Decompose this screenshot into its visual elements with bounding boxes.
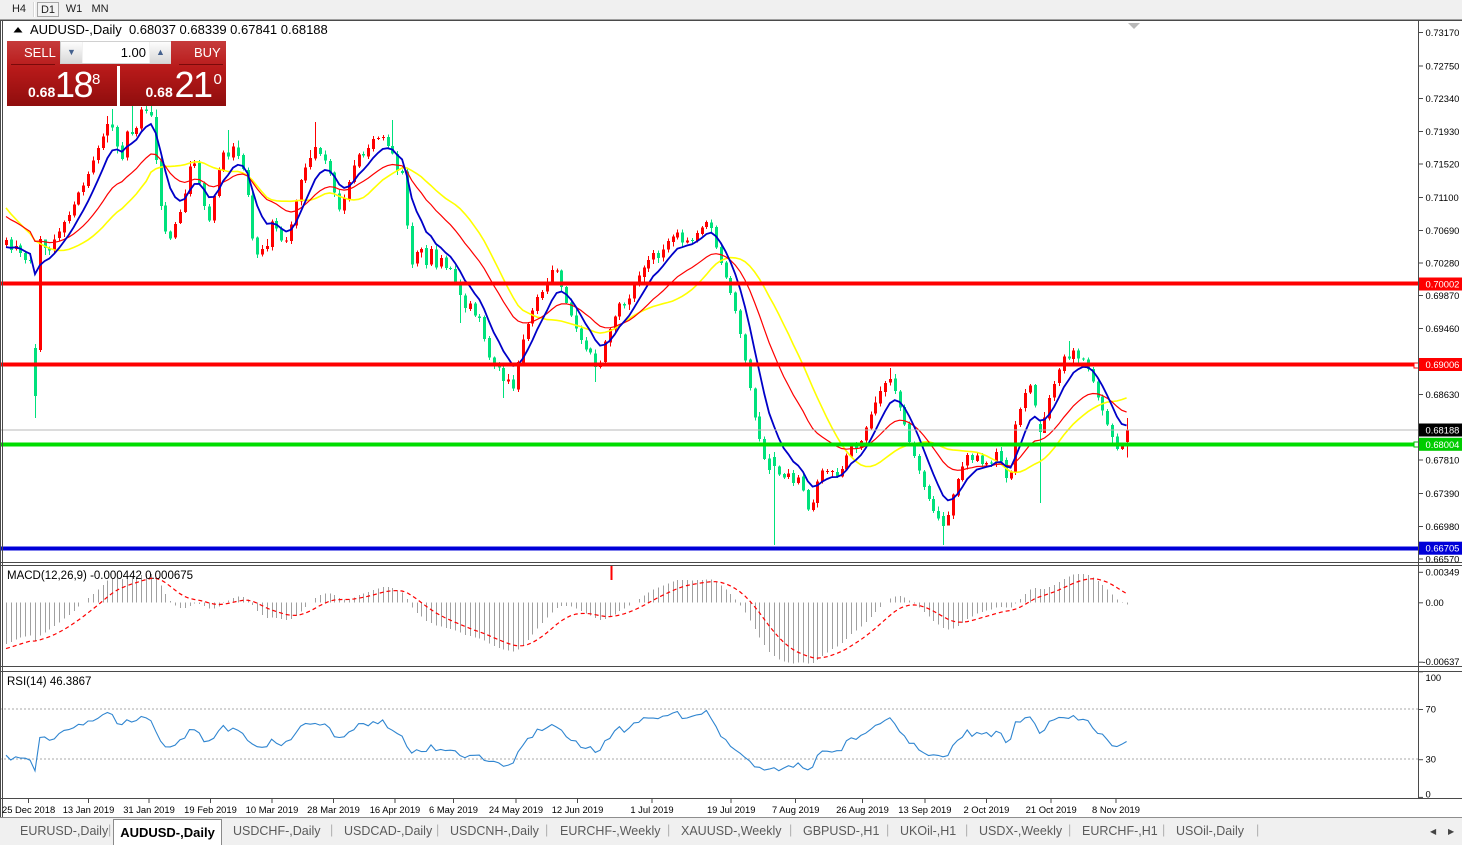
svg-text:19 Feb 2019: 19 Feb 2019 xyxy=(184,804,237,815)
svg-text:0.68630: 0.68630 xyxy=(1426,389,1460,400)
svg-text:21 Oct 2019: 21 Oct 2019 xyxy=(1026,804,1077,815)
svg-text:7 Aug 2019: 7 Aug 2019 xyxy=(772,804,819,815)
svg-text:-0.00637: -0.00637 xyxy=(1423,656,1460,667)
svg-text:0.68004: 0.68004 xyxy=(1426,439,1460,450)
svg-text:0.70280: 0.70280 xyxy=(1426,258,1460,269)
svg-text:0.68188: 0.68188 xyxy=(1426,425,1460,436)
svg-text:19 Jul 2019: 19 Jul 2019 xyxy=(707,804,755,815)
svg-text:0.66570: 0.66570 xyxy=(1426,554,1460,565)
svg-text:16 Apr 2019: 16 Apr 2019 xyxy=(370,804,421,815)
svg-text:8 Nov 2019: 8 Nov 2019 xyxy=(1092,804,1140,815)
svg-text:10 Mar 2019: 10 Mar 2019 xyxy=(246,804,299,815)
svg-text:28 Mar 2019: 28 Mar 2019 xyxy=(307,804,360,815)
svg-text:0.70690: 0.70690 xyxy=(1426,225,1460,236)
svg-text:6 May 2019: 6 May 2019 xyxy=(429,804,478,815)
svg-text:0.00: 0.00 xyxy=(1426,597,1444,608)
svg-text:24 May 2019: 24 May 2019 xyxy=(489,804,543,815)
svg-text:0.69006: 0.69006 xyxy=(1426,359,1460,370)
svg-text:1 Jul 2019: 1 Jul 2019 xyxy=(630,804,673,815)
svg-text:0.71930: 0.71930 xyxy=(1426,126,1460,137)
svg-text:MACD(12,26,9) -0.000442 0.0006: MACD(12,26,9) -0.000442 0.000675 xyxy=(7,570,193,582)
svg-text:0.72340: 0.72340 xyxy=(1426,93,1460,104)
svg-text:RSI(14) 46.3867: RSI(14) 46.3867 xyxy=(7,676,91,688)
svg-text:70: 70 xyxy=(1426,704,1436,715)
svg-text:100: 100 xyxy=(1426,672,1442,683)
svg-text:0.66980: 0.66980 xyxy=(1426,521,1460,532)
svg-text:26 Aug 2019: 26 Aug 2019 xyxy=(836,804,889,815)
svg-text:0.00349: 0.00349 xyxy=(1426,566,1460,577)
svg-text:0.66705: 0.66705 xyxy=(1426,543,1460,554)
svg-text:30: 30 xyxy=(1426,754,1436,765)
svg-text:0.70002: 0.70002 xyxy=(1426,279,1460,290)
svg-text:0.72750: 0.72750 xyxy=(1426,60,1460,71)
svg-text:0.67390: 0.67390 xyxy=(1426,488,1460,499)
svg-text:0.69870: 0.69870 xyxy=(1426,290,1460,301)
svg-text:0: 0 xyxy=(1426,788,1431,799)
svg-text:0.73170: 0.73170 xyxy=(1426,27,1460,38)
svg-text:25 Dec 2018: 25 Dec 2018 xyxy=(2,804,55,815)
svg-text:12 Jun 2019: 12 Jun 2019 xyxy=(552,804,604,815)
svg-text:13 Sep 2019: 13 Sep 2019 xyxy=(898,804,951,815)
svg-text:13 Jan 2019: 13 Jan 2019 xyxy=(63,804,115,815)
svg-text:0.71100: 0.71100 xyxy=(1426,192,1459,203)
svg-text:0.67810: 0.67810 xyxy=(1426,455,1460,466)
svg-text:0.71520: 0.71520 xyxy=(1426,159,1460,170)
svg-text:AUDUSD-,Daily 0.68037 0.68339: AUDUSD-,Daily 0.68037 0.68339 0.67841 0.… xyxy=(30,22,328,37)
svg-text:31 Jan 2019: 31 Jan 2019 xyxy=(123,804,175,815)
svg-text:2 Oct 2019: 2 Oct 2019 xyxy=(963,804,1009,815)
svg-text:0.69460: 0.69460 xyxy=(1426,323,1460,334)
